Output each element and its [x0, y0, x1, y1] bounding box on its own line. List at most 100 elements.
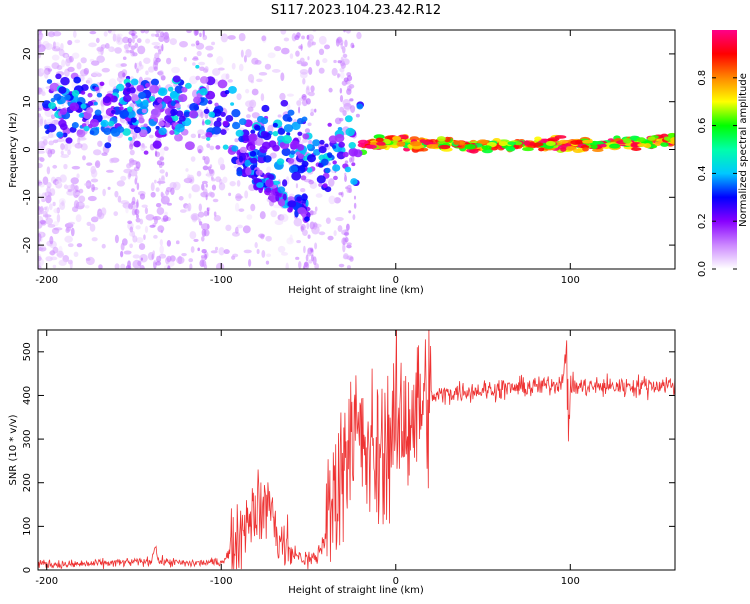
spectrogram-blob — [545, 140, 556, 146]
spectrogram-blob — [352, 214, 356, 221]
spectrogram-blob — [217, 157, 225, 166]
spectrogram-blob — [307, 56, 310, 61]
spectrogram-blob — [149, 84, 160, 94]
spectrogram-blob — [64, 94, 71, 101]
snr-frame — [37, 329, 676, 571]
spectrogram-blob — [135, 201, 139, 209]
spectrogram-blob — [159, 155, 165, 162]
spectrogram-blob — [243, 55, 247, 63]
spectrogram-blob — [280, 72, 285, 82]
colorbar-ticks: 0.0 0.2 0.4 0.6 0.8 — [697, 70, 737, 277]
spectrogram-blob — [298, 106, 301, 114]
spectrogram-blob — [481, 145, 492, 150]
spectrogram-blob — [464, 143, 476, 150]
spectrogram-blob — [145, 38, 151, 44]
spectrogram-blob — [189, 263, 193, 269]
spectrogram-blob — [280, 47, 290, 55]
spectrogram-blob — [343, 253, 349, 260]
spectrogram-blob — [158, 127, 167, 136]
spectrogram-blob — [215, 176, 222, 183]
spectrogram-blob — [99, 81, 105, 87]
spectrogram-blob — [97, 140, 103, 147]
spectrogram-x-tick-label: -200 — [35, 275, 58, 286]
spectrogram-blob — [254, 242, 258, 249]
spectrogram-blob — [396, 141, 406, 147]
spectrogram-blob — [157, 87, 168, 96]
spectrogram-blob — [311, 41, 316, 46]
spectrogram-blob — [80, 90, 86, 95]
spectrogram-blob — [203, 264, 208, 269]
spectrogram-blob — [337, 73, 341, 78]
spectrogram-blob — [339, 67, 345, 73]
spectrogram-blob — [218, 182, 226, 191]
spectrogram-blob — [230, 102, 235, 106]
spectrogram-blob — [332, 160, 337, 165]
spectrogram-blob — [238, 208, 245, 212]
spectrogram-blob — [148, 96, 156, 102]
spectrogram-blob — [590, 144, 598, 150]
spectrogram-blob — [172, 75, 181, 83]
spectrogram-blob — [201, 135, 207, 140]
snr-x-tick-label: -200 — [35, 576, 58, 587]
spectrogram-blob — [161, 43, 164, 52]
spectrogram-blob — [249, 150, 257, 157]
spectrogram-blob — [201, 121, 205, 126]
spectrogram-blob — [43, 69, 49, 79]
spectrogram-blob — [116, 76, 124, 83]
spectrogram-blob — [158, 177, 162, 186]
spectrogram-blob — [46, 79, 53, 84]
spectrogram-blob — [251, 88, 259, 96]
spectrogram-blob — [65, 137, 73, 144]
spectrogram-blob — [50, 114, 56, 120]
spectrogram-blob — [60, 150, 64, 156]
spectrogram-blob — [340, 71, 345, 79]
spectrogram-blob — [344, 172, 347, 176]
spectrogram-blob — [201, 249, 207, 254]
spectrogram-blob — [300, 175, 307, 181]
spectrogram-blob — [296, 196, 303, 202]
spectrogram-blob — [623, 137, 632, 144]
spectrogram-blob — [375, 137, 384, 143]
spectrogram-blob — [154, 150, 158, 157]
spectrogram-blob — [136, 38, 142, 44]
spectrogram-blob — [325, 217, 331, 225]
spectrogram-blob — [344, 39, 348, 48]
spectrogram-blob — [122, 36, 130, 44]
spectrogram-blob — [163, 146, 169, 151]
spectrogram-blob — [249, 144, 256, 151]
spectrogram-blob — [119, 109, 130, 119]
spectrogram-blob — [51, 54, 60, 61]
spectrogram-blob — [261, 35, 267, 42]
spectrogram-blob — [349, 256, 354, 262]
spectrogram-blob — [244, 159, 251, 167]
spectrogram-blob — [136, 68, 139, 74]
spectrogram-blob — [309, 221, 315, 230]
spectrogram-blob — [236, 170, 243, 177]
spectrogram-x-tick-label: 0 — [393, 275, 399, 286]
spectrogram-blob — [155, 125, 160, 130]
spectrogram-blob — [129, 49, 135, 54]
spectrogram-blob — [38, 34, 44, 39]
spectrogram-blob — [101, 104, 105, 113]
spectrogram-blob — [159, 31, 165, 38]
spectrogram-blob — [338, 263, 345, 268]
spectrogram-blob — [303, 245, 306, 254]
spectrogram-blob — [256, 248, 260, 254]
spectrogram-blob — [76, 129, 86, 138]
spectrogram-blob — [71, 165, 81, 170]
spectrogram-blob — [199, 87, 208, 96]
spectrogram-blob — [342, 53, 348, 58]
spectrogram-blob — [507, 141, 517, 146]
spectrogram-blob — [122, 56, 127, 61]
spectrogram-blob — [110, 128, 121, 137]
snr-plot-area — [38, 330, 675, 570]
spectrogram-blob — [350, 42, 355, 49]
spectrogram-blob — [295, 50, 300, 57]
spectrogram-blob — [238, 118, 247, 126]
spectrogram-blob — [94, 86, 100, 91]
spectrogram-blob — [129, 149, 135, 156]
spectrogram-blob — [636, 137, 646, 143]
spectrogram-blob — [250, 203, 256, 212]
